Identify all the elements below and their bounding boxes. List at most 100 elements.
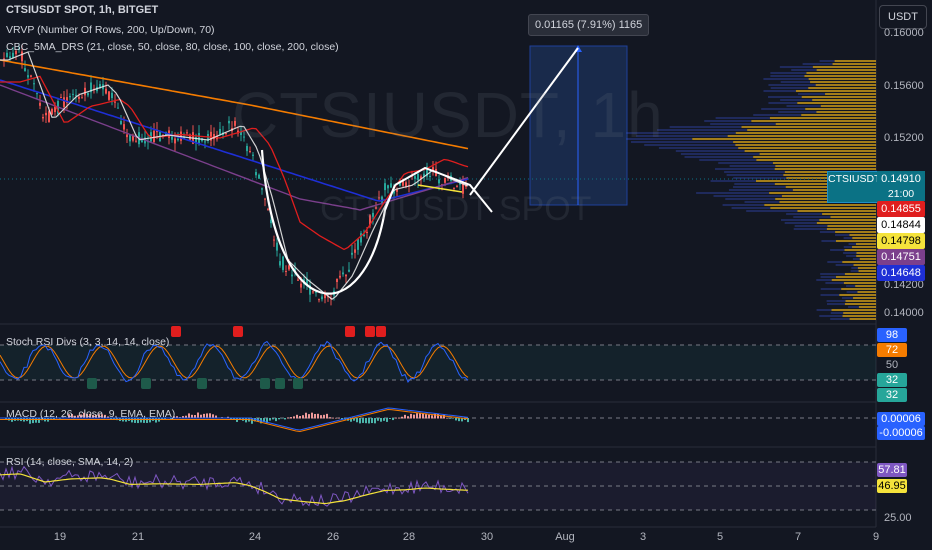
volume-profile-bar-down bbox=[820, 276, 836, 278]
volume-profile-bar-down bbox=[704, 120, 752, 122]
macd-histogram-bar bbox=[413, 414, 415, 419]
volume-profile-bar-down bbox=[780, 99, 813, 101]
candle-body bbox=[324, 294, 326, 299]
candle-body bbox=[267, 208, 269, 210]
volume-profile-bar-down bbox=[715, 117, 770, 119]
candle-body bbox=[279, 261, 281, 266]
candle-body bbox=[114, 101, 116, 103]
candle-body bbox=[195, 136, 197, 144]
currency-button[interactable]: USDT bbox=[879, 5, 927, 29]
volume-profile-bar-up bbox=[733, 141, 876, 143]
macd-histogram-bar bbox=[401, 416, 403, 419]
macd-legend[interactable]: MACD (12, 26, close, 9, EMA, EMA) bbox=[6, 408, 176, 420]
candle-body bbox=[18, 48, 20, 50]
vrvp-legend[interactable]: VRVP (Number Of Rows, 200, Up/Down, 70) bbox=[6, 24, 215, 36]
macd-histogram-bar bbox=[98, 414, 100, 419]
volume-profile-bar-up bbox=[844, 249, 876, 251]
volume-profile-bar-down bbox=[841, 297, 854, 299]
volume-profile-bar-down bbox=[820, 288, 842, 290]
candle-body bbox=[90, 82, 92, 93]
volume-profile-bar-down bbox=[753, 114, 802, 116]
volume-profile-bar-down bbox=[843, 252, 857, 254]
volume-profile-bar-down bbox=[763, 78, 809, 80]
macd-histogram-bar bbox=[83, 412, 85, 419]
candle-body bbox=[318, 299, 320, 301]
volume-profile-bar-down bbox=[630, 141, 734, 143]
volume-profile-bar-down bbox=[820, 294, 840, 296]
macd-histogram-bar bbox=[371, 418, 373, 424]
candle-body bbox=[63, 97, 65, 107]
volume-profile-bar-up bbox=[816, 69, 876, 71]
symbol-title[interactable]: CTSIUSDT SPOT, 1h, BITGET bbox=[6, 4, 159, 16]
macd-histogram-bar bbox=[374, 418, 376, 424]
rsi-value-tag: 57.81 bbox=[877, 463, 907, 477]
candle-body bbox=[363, 234, 365, 237]
macd-histogram-bar bbox=[263, 418, 265, 422]
rsi-value-tag: 46.95 bbox=[877, 479, 907, 493]
macd-histogram-bar bbox=[416, 413, 418, 419]
volume-profile-bar-down bbox=[710, 123, 776, 125]
macd-histogram-bar bbox=[305, 412, 307, 419]
stoch-rsi-legend[interactable]: Stoch RSI Divs (3, 3, 14, 14, close) bbox=[6, 336, 170, 348]
macd-histogram-bar bbox=[137, 418, 139, 424]
volume-profile-bar-up bbox=[832, 63, 876, 65]
candle-body bbox=[9, 56, 11, 59]
sma-legend[interactable]: CBC_5MA_DRS (21, close, 50, close, 80, c… bbox=[6, 41, 339, 53]
candle-body bbox=[6, 52, 8, 57]
volume-profile-bar-down bbox=[780, 219, 820, 221]
volume-profile-bar-down bbox=[715, 168, 775, 170]
volume-profile-bar-up bbox=[834, 60, 876, 62]
macd-histogram-bar bbox=[89, 413, 91, 419]
volume-profile-bar-down bbox=[780, 81, 811, 83]
macd-histogram-bar bbox=[326, 413, 328, 419]
candle-body bbox=[111, 92, 113, 99]
ma-price-tag: 0.14798 bbox=[877, 233, 925, 249]
date-axis-tick: 19 bbox=[53, 531, 67, 543]
stoch-value-tag: 32 bbox=[877, 388, 907, 402]
macd-histogram-bar bbox=[278, 418, 280, 420]
volume-profile-bar-up bbox=[826, 228, 876, 230]
volume-profile-bar-down bbox=[744, 201, 780, 203]
candle-body bbox=[405, 182, 407, 187]
candle-body bbox=[108, 91, 110, 100]
macd-histogram-bar bbox=[74, 415, 76, 419]
macd-histogram-bar bbox=[146, 418, 148, 423]
volume-profile-bar-up bbox=[825, 93, 876, 95]
volume-profile-bar-down bbox=[699, 159, 757, 161]
candle-body bbox=[432, 167, 434, 172]
candle-body bbox=[42, 116, 44, 119]
macd-histogram-bar bbox=[422, 413, 424, 419]
volume-profile-bar-down bbox=[843, 246, 853, 248]
stoch-bear-marker bbox=[345, 326, 355, 337]
macd-value-tag: 0.00006 bbox=[877, 412, 925, 426]
volume-profile-bar-up bbox=[810, 81, 876, 83]
projection-line bbox=[469, 47, 579, 196]
date-axis-tick: 28 bbox=[402, 531, 416, 543]
volume-profile-bar-up bbox=[859, 258, 876, 260]
volume-profile-bar-down bbox=[696, 192, 770, 194]
candle-body bbox=[204, 141, 206, 143]
rsi-ma-line bbox=[0, 473, 468, 505]
rsi-legend[interactable]: RSI (14, close, SMA, 14, 2) bbox=[6, 456, 134, 468]
macd-histogram-bar bbox=[437, 413, 439, 419]
volume-profile-bar-up bbox=[849, 234, 876, 236]
stoch-value-tag: 32 bbox=[877, 373, 907, 387]
volume-profile-bar-up bbox=[845, 300, 876, 302]
volume-profile-bar-up bbox=[853, 264, 876, 266]
volume-profile-bar-down bbox=[797, 93, 826, 95]
volume-profile-bar-up bbox=[816, 222, 876, 224]
macd-histogram-bar bbox=[425, 414, 427, 419]
volume-profile-bar-down bbox=[725, 198, 776, 200]
volume-profile-bar-up bbox=[839, 294, 876, 296]
macd-histogram-bar bbox=[389, 418, 391, 419]
candle-body bbox=[225, 132, 227, 134]
candle-body bbox=[261, 188, 263, 190]
candle-body bbox=[60, 97, 62, 99]
volume-profile-bar-up bbox=[842, 261, 876, 263]
volume-profile-bar-down bbox=[722, 204, 765, 206]
macd-histogram-bar bbox=[443, 414, 445, 419]
macd-histogram-bar bbox=[275, 418, 277, 422]
rsi-axis-tick: 25.00 bbox=[884, 512, 912, 524]
stoch-bull-marker bbox=[87, 378, 97, 389]
